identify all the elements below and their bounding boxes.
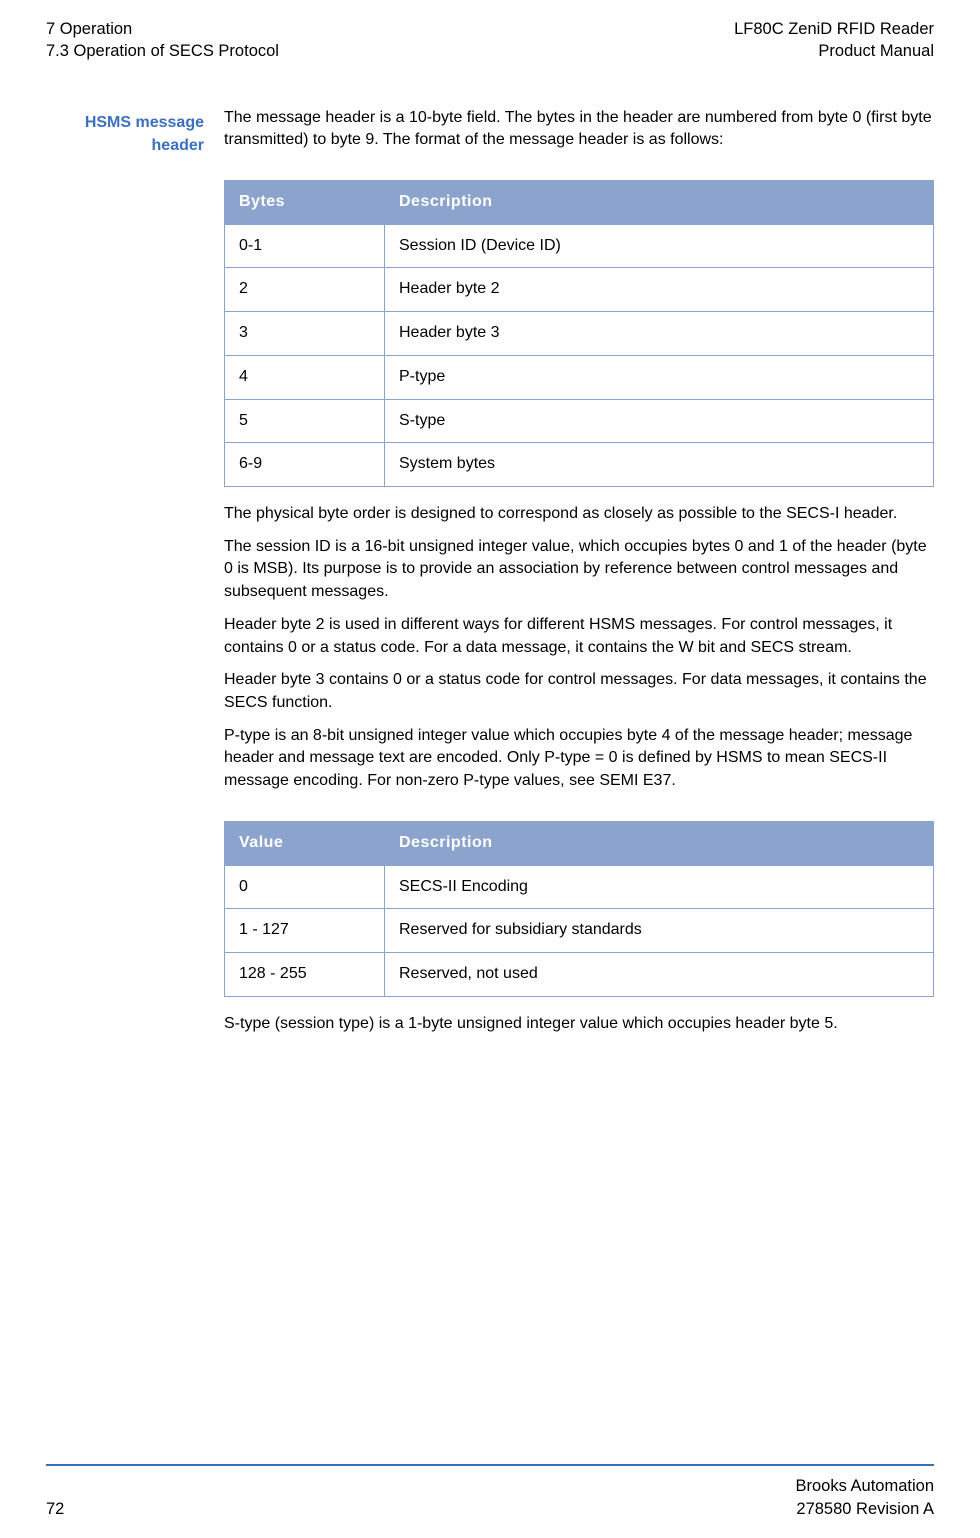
table-row: 5S-type [225,399,934,443]
table-row: 0SECS-II Encoding [225,865,934,909]
body-paragraph: Header byte 2 is used in different ways … [224,614,934,659]
margin-sidebar: HSMS message header [46,107,204,1046]
body-paragraph: P-type is an 8-bit unsigned integer valu… [224,725,934,793]
section-path: 7.3 Operation of SECS Protocol [46,40,279,62]
table-row: 6-9System bytes [225,443,934,487]
value-col-header: Value [225,821,385,865]
table-row: 1 - 127Reserved for subsidiary standards [225,909,934,953]
side-heading: HSMS message header [46,111,204,157]
bytes-col-header: Bytes [225,180,385,224]
doc-type: Product Manual [734,40,934,62]
doc-id: 278580 Revision A [796,1498,935,1520]
body-paragraph: The physical byte order is designed to c… [224,503,934,526]
company-name: Brooks Automation [796,1475,935,1497]
header-left: 7 Operation 7.3 Operation of SECS Protoc… [46,18,279,63]
body-paragraph: The session ID is a 16-bit unsigned inte… [224,536,934,604]
running-header: 7 Operation 7.3 Operation of SECS Protoc… [46,18,934,63]
table-row: 0-1Session ID (Device ID) [225,224,934,268]
product-name: LF80C ZeniD RFID Reader [734,18,934,40]
table-row: 2Header byte 2 [225,268,934,312]
table-row: 4P-type [225,355,934,399]
page-number: 72 [46,1498,64,1520]
footer-rule [46,1464,934,1466]
table-row: 128 - 255Reserved, not used [225,953,934,997]
value-table: Value Description 0SECS-II Encoding 1 - … [224,821,934,997]
intro-paragraph: The message header is a 10-byte field. T… [224,107,934,152]
main-content: The message header is a 10-byte field. T… [224,107,934,1046]
bytes-table: Bytes Description 0-1Session ID (Device … [224,180,934,487]
body-paragraph: S-type (session type) is a 1-byte unsign… [224,1013,934,1036]
table-row: 3Header byte 3 [225,312,934,356]
running-footer: 72 Brooks Automation 278580 Revision A [46,1475,934,1520]
description-col-header: Description [385,180,934,224]
header-right: LF80C ZeniD RFID Reader Product Manual [734,18,934,63]
description-col-header: Description [385,821,934,865]
footer-right: Brooks Automation 278580 Revision A [796,1475,935,1520]
chapter-number: 7 Operation [46,18,279,40]
body-paragraph: Header byte 3 contains 0 or a status cod… [224,669,934,714]
